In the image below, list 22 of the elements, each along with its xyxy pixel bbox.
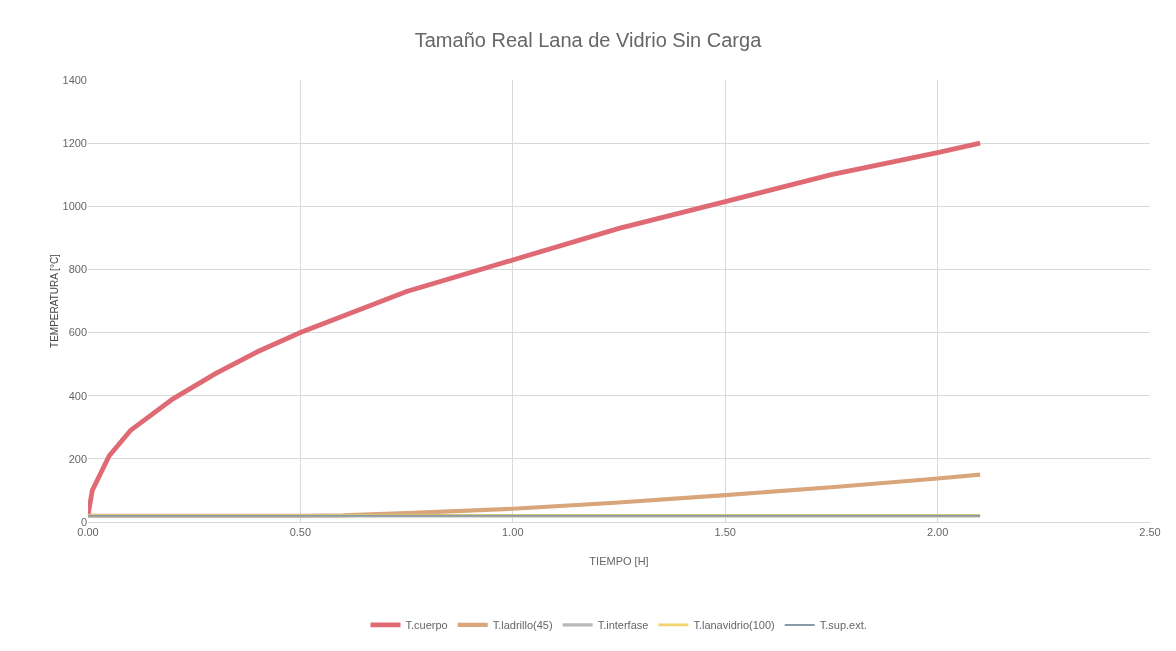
x-tick-label: 0.50 [289, 526, 312, 539]
y-tick-label: 200 [68, 452, 87, 465]
y-tick-label: 800 [68, 263, 87, 276]
x-tick-label: 1.00 [502, 526, 524, 539]
chart-title: Tamaño Real Lana de Vidrio Sin Carga [414, 28, 763, 51]
y-tick-label: 600 [68, 326, 87, 339]
y-tick-label: 400 [68, 389, 87, 402]
legend-label: T.lanavidrio(100) [693, 619, 775, 632]
y-tick-label: 1200 [62, 136, 87, 149]
x-tick-label: 0.00 [77, 526, 99, 539]
y-tick-label: 1400 [62, 73, 87, 86]
y-tick-label: 0 [80, 515, 87, 528]
x-tick-label: 2.00 [926, 526, 949, 539]
legend-label: T.ladrillo(45) [492, 619, 553, 632]
x-axis-title: TIEMPO [H] [589, 555, 649, 567]
y-axis-title: TEMPERATURA [°C] [49, 253, 60, 348]
legend-label: T.cuerpo [405, 619, 448, 632]
y-tick-label: 1000 [62, 200, 87, 213]
x-tick-label: 1.50 [714, 526, 736, 539]
x-tick-label: 2.50 [1139, 526, 1161, 539]
legend-label: T.interfase [597, 619, 649, 632]
legend-label: T.sup.ext. [819, 619, 867, 632]
